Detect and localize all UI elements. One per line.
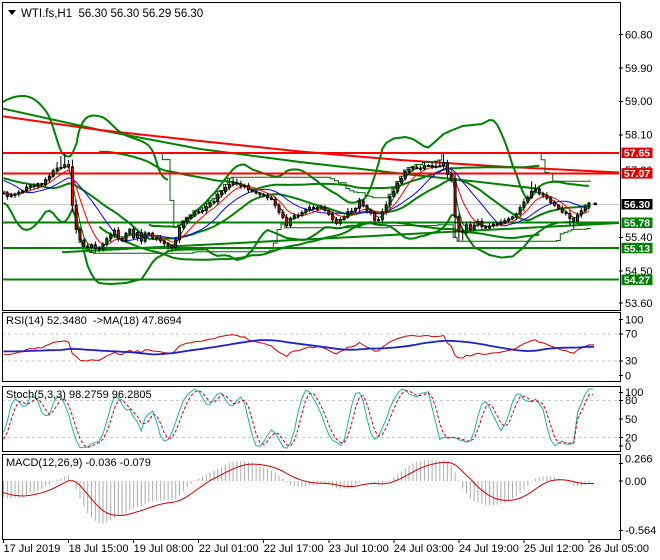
svg-text:22 Jul 17:00: 22 Jul 17:00 (264, 543, 324, 555)
svg-text:53.60: 53.60 (625, 298, 653, 310)
svg-text:0: 0 (625, 441, 631, 453)
svg-text:80: 80 (625, 395, 637, 407)
svg-text:55.78: 55.78 (624, 218, 650, 230)
svg-text:30: 30 (625, 356, 637, 368)
svg-text:23 Jul 10:00: 23 Jul 10:00 (329, 543, 389, 555)
svg-text:50: 50 (625, 414, 637, 426)
svg-text:24 Jul 03:00: 24 Jul 03:00 (394, 543, 454, 555)
svg-text:54.27: 54.27 (624, 275, 650, 287)
svg-text:19 Jul 08:00: 19 Jul 08:00 (134, 543, 194, 555)
svg-text:17 Jul 2019: 17 Jul 2019 (4, 543, 61, 555)
svg-text:WTI.fs,H1 56.30 56.30 56.29 5: WTI.fs,H1 56.30 56.30 56.29 56.30 (21, 8, 203, 20)
svg-text:-0.564: -0.564 (625, 525, 656, 537)
svg-text:0.266: 0.266 (625, 453, 653, 465)
svg-text:26 Jul 05:00: 26 Jul 05:00 (589, 543, 649, 555)
svg-text:RSI(14) 52.3480 ->MA(18) 47.8: RSI(14) 52.3480 ->MA(18) 47.8694 (6, 315, 182, 327)
svg-text:100: 100 (625, 387, 643, 399)
svg-text:60.80: 60.80 (625, 29, 653, 41)
svg-text:0.00: 0.00 (625, 476, 646, 488)
svg-text:22 Jul 01:00: 22 Jul 01:00 (199, 543, 259, 555)
svg-text:55.40: 55.40 (625, 232, 653, 244)
svg-text:59.00: 59.00 (625, 96, 653, 108)
svg-text:57.65: 57.65 (624, 148, 650, 160)
svg-text:100: 100 (625, 315, 643, 327)
svg-text:20: 20 (625, 432, 637, 444)
svg-text:24 Jul 19:00: 24 Jul 19:00 (459, 543, 519, 555)
svg-text:70: 70 (625, 329, 637, 341)
svg-text:25 Jul 12:00: 25 Jul 12:00 (524, 543, 584, 555)
svg-text:Stoch(5,3,3) 98.2759 96.2805: Stoch(5,3,3) 98.2759 96.2805 (6, 389, 152, 401)
svg-text:59.90: 59.90 (625, 63, 653, 75)
svg-text:58.10: 58.10 (625, 130, 653, 142)
svg-text:0: 0 (625, 370, 631, 382)
svg-text:MACD(12,26,9) -0.036 -0.079: MACD(12,26,9) -0.036 -0.079 (6, 457, 151, 469)
svg-text:56.30: 56.30 (624, 199, 650, 211)
svg-text:18 Jul 15:00: 18 Jul 15:00 (69, 543, 129, 555)
svg-text:55.13: 55.13 (624, 243, 650, 255)
svg-text:57.07: 57.07 (624, 168, 650, 180)
